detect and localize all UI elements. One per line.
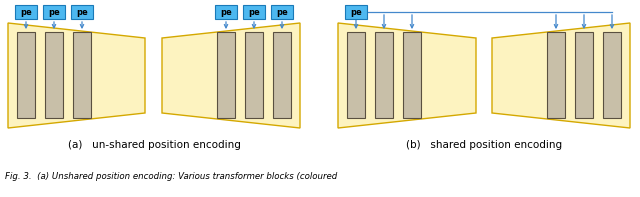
Bar — [217, 32, 235, 118]
Bar — [547, 32, 565, 118]
Text: (a)   un-shared position encoding: (a) un-shared position encoding — [68, 140, 241, 150]
Bar — [375, 32, 393, 118]
Bar — [273, 32, 291, 118]
Text: pe: pe — [276, 7, 288, 17]
Bar — [575, 32, 593, 118]
Bar — [45, 32, 63, 118]
Bar — [73, 32, 91, 118]
Polygon shape — [338, 23, 476, 128]
Bar — [15, 5, 37, 19]
Bar — [245, 32, 263, 118]
Polygon shape — [162, 23, 300, 128]
Bar — [603, 32, 621, 118]
Text: pe: pe — [350, 7, 362, 17]
Bar — [403, 32, 421, 118]
Text: pe: pe — [248, 7, 260, 17]
Polygon shape — [8, 23, 145, 128]
Text: (b)   shared position encoding: (b) shared position encoding — [406, 140, 562, 150]
Polygon shape — [492, 23, 630, 128]
Bar — [215, 5, 237, 19]
Text: pe: pe — [76, 7, 88, 17]
Text: Fig. 3.  (a) Unshared position encoding: Various transformer blocks (coloured: Fig. 3. (a) Unshared position encoding: … — [5, 172, 337, 181]
Bar — [271, 5, 293, 19]
Bar — [43, 5, 65, 19]
Text: pe: pe — [48, 7, 60, 17]
Text: pe: pe — [20, 7, 32, 17]
Bar — [17, 32, 35, 118]
Bar — [345, 5, 367, 19]
Bar — [71, 5, 93, 19]
Bar — [243, 5, 265, 19]
Bar — [347, 32, 365, 118]
Text: pe: pe — [220, 7, 232, 17]
